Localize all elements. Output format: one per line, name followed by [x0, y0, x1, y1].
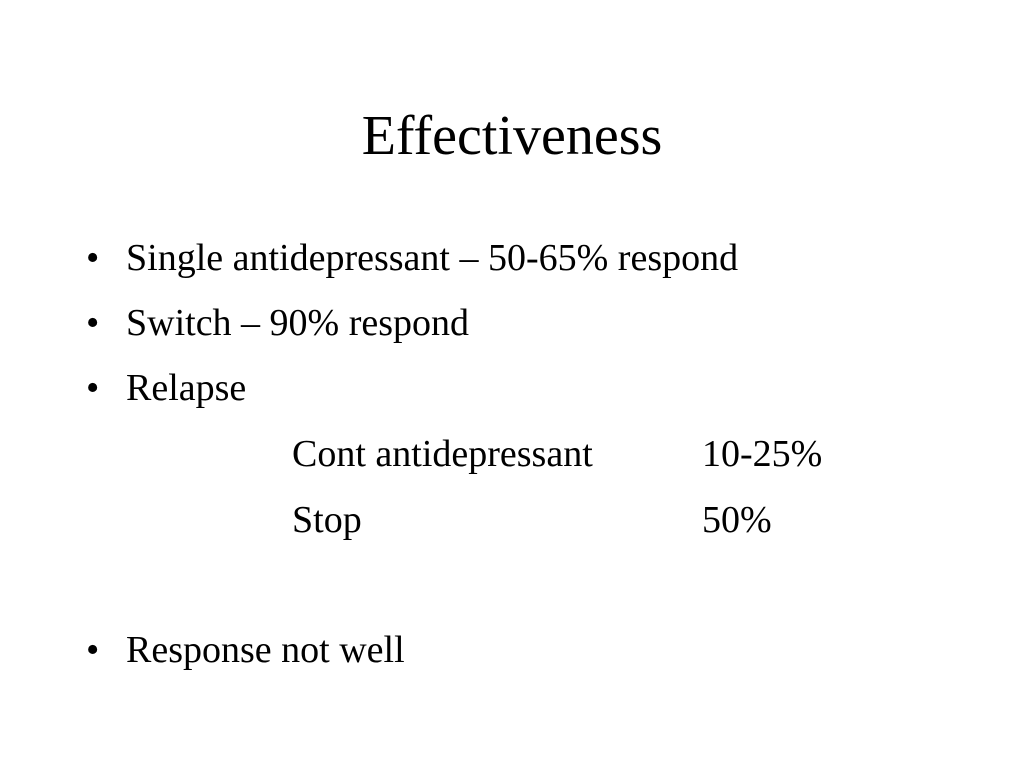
- relapse-row-label: Stop: [292, 499, 362, 541]
- bullet-item: • Single antidepressant – 50-65% respond: [0, 235, 1024, 281]
- relapse-row-value: 50%: [702, 499, 772, 541]
- slide-title: Effectiveness: [361, 105, 663, 167]
- bullet-text: Relapse: [126, 367, 247, 409]
- bullet-icon: •: [86, 237, 100, 279]
- relapse-row: Cont antidepressant 10-25%: [0, 431, 1024, 477]
- bullet-item: • Response not well: [0, 627, 1024, 673]
- bullet-text: Response not well: [126, 629, 405, 671]
- bullet-icon: •: [86, 302, 100, 344]
- relapse-row-value: 10-25%: [702, 433, 823, 475]
- bullet-icon: •: [86, 629, 100, 671]
- bullet-icon: •: [86, 367, 100, 409]
- bullet-text: Switch – 90% respond: [126, 302, 470, 344]
- bullet-text: Single antidepressant – 50-65% respond: [126, 237, 739, 279]
- bullet-item: • Relapse: [0, 365, 1024, 411]
- bullet-item: • Switch – 90% respond: [0, 300, 1024, 346]
- relapse-row-label: Cont antidepressant: [292, 433, 593, 475]
- relapse-row: Stop 50%: [0, 497, 1024, 543]
